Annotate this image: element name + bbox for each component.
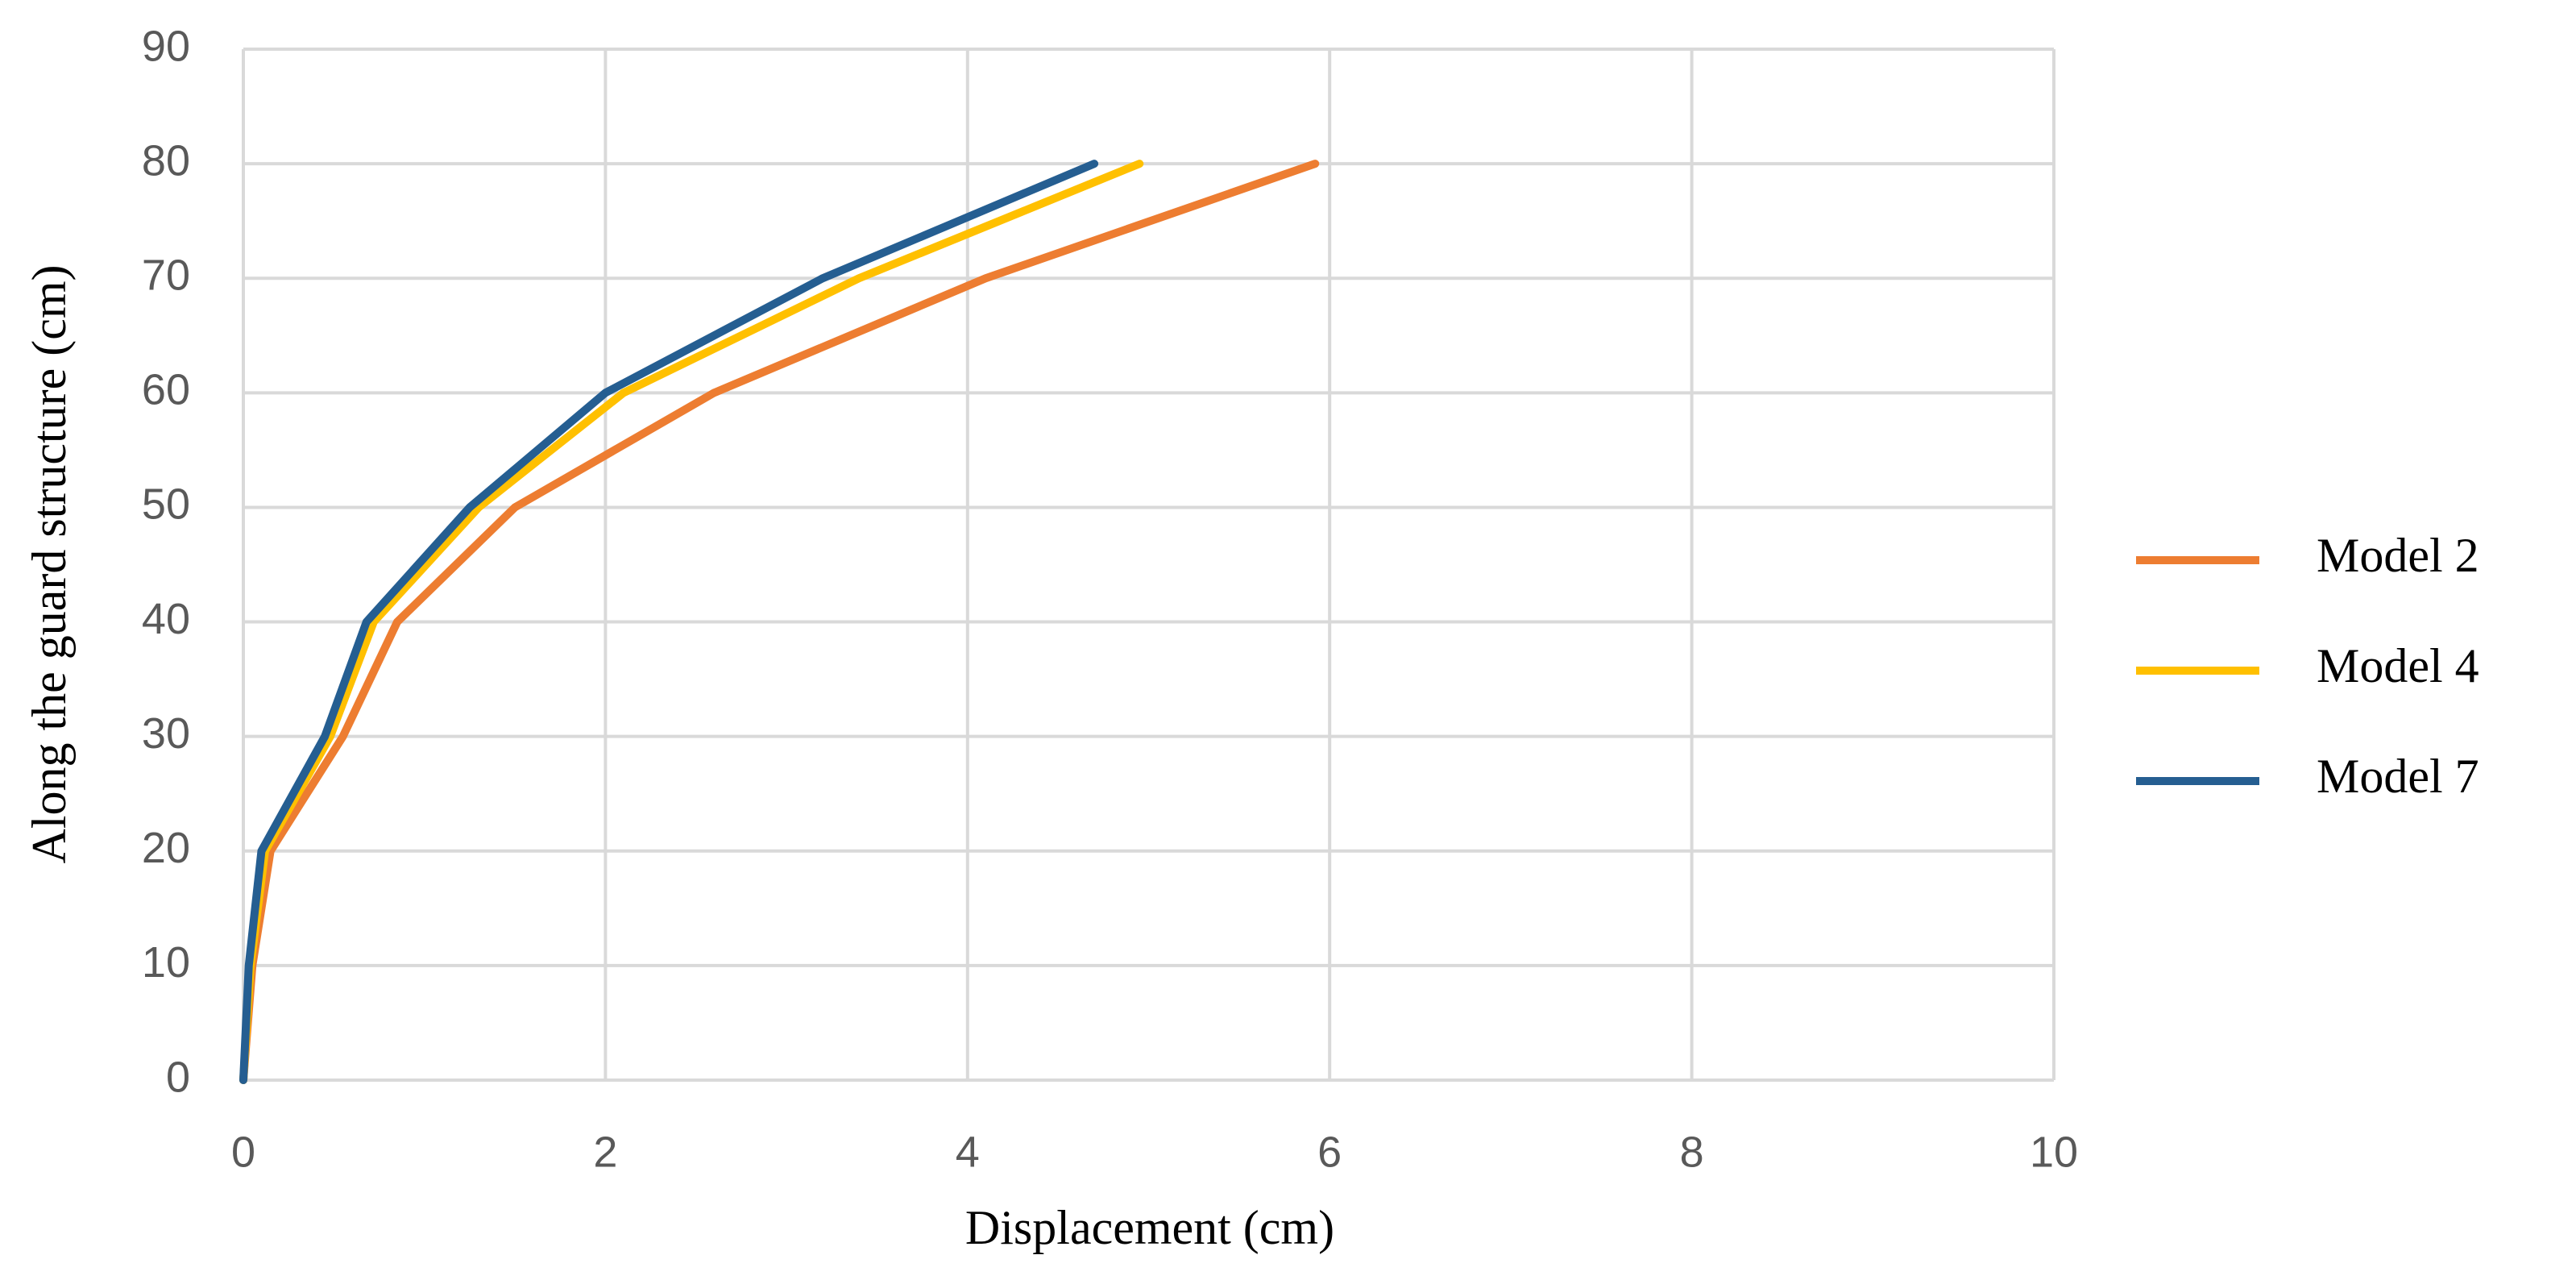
x-tick-label: 6 xyxy=(1317,1128,1342,1176)
y-tick-label: 10 xyxy=(142,938,190,987)
y-tick-label: 40 xyxy=(142,595,190,643)
x-tick-label: 2 xyxy=(593,1128,617,1176)
legend-label: Model 4 xyxy=(2317,639,2479,692)
y-axis-title: Along the guard structure (cm) xyxy=(23,264,76,863)
legend-label: Model 7 xyxy=(2317,750,2479,803)
x-tick-label: 4 xyxy=(956,1128,980,1176)
y-tick-label: 80 xyxy=(142,136,190,185)
y-tick-label: 60 xyxy=(142,366,190,414)
x-tick-label: 10 xyxy=(2030,1128,2078,1176)
y-tick-label: 50 xyxy=(142,480,190,529)
y-tick-label: 30 xyxy=(142,709,190,758)
y-tick-label: 90 xyxy=(142,22,190,70)
x-tick-label: 0 xyxy=(231,1128,255,1176)
x-axis-title: Displacement (cm) xyxy=(965,1201,1334,1254)
legend-label: Model 2 xyxy=(2317,529,2479,582)
data-line xyxy=(239,160,1099,1084)
x-tick-label: 8 xyxy=(1680,1128,1704,1176)
y-tick-label: 20 xyxy=(142,824,190,872)
y-tick-label: 0 xyxy=(166,1053,190,1101)
y-tick-label: 70 xyxy=(142,251,190,299)
